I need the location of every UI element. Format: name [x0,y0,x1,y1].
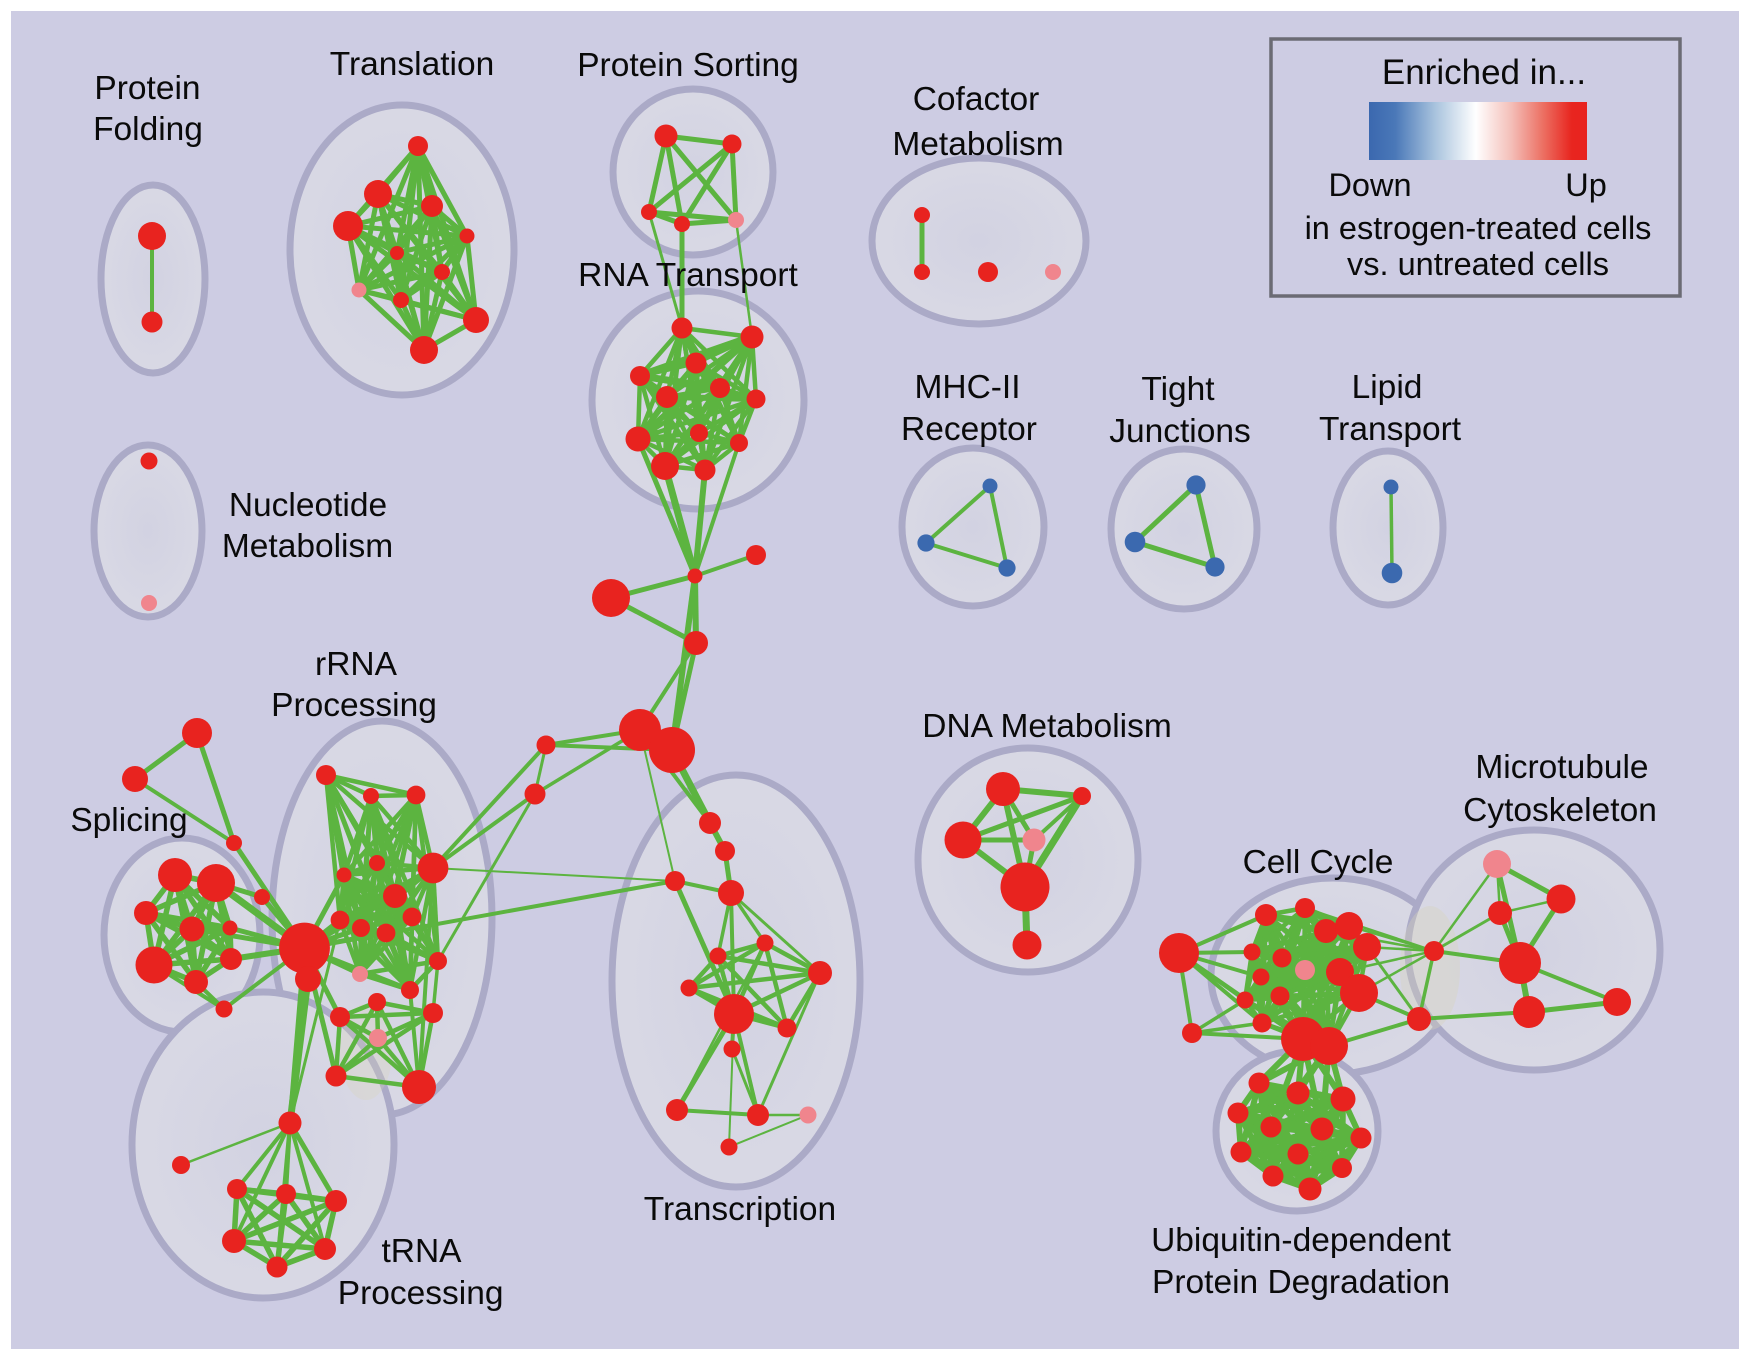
svg-text:Translation: Translation [330,46,494,83]
svg-text:Processing: Processing [338,1275,504,1312]
svg-text:Protein: Protein [94,70,200,107]
svg-text:Cell Cycle: Cell Cycle [1243,844,1394,881]
svg-text:Cytoskeleton: Cytoskeleton [1463,792,1657,829]
svg-text:Transcription: Transcription [644,1191,836,1228]
svg-text:Metabolism: Metabolism [222,528,393,565]
svg-text:Down: Down [1328,167,1411,203]
svg-text:Tight: Tight [1141,371,1215,408]
svg-text:rRNA: rRNA [315,646,398,683]
svg-text:Folding: Folding [93,111,203,148]
svg-text:DNA Metabolism: DNA Metabolism [922,708,1171,745]
svg-text:Ubiquitin-dependent: Ubiquitin-dependent [1151,1222,1452,1259]
svg-text:Nucleotide: Nucleotide [229,487,387,524]
svg-text:Cofactor: Cofactor [913,81,1040,118]
svg-text:Metabolism: Metabolism [892,126,1063,163]
svg-text:Protein Sorting: Protein Sorting [577,47,799,84]
svg-text:Enriched in...: Enriched in... [1382,53,1586,92]
svg-text:MHC-II: MHC-II [914,369,1020,406]
svg-text:Receptor: Receptor [901,411,1037,448]
svg-text:tRNA: tRNA [381,1233,462,1270]
svg-text:Processing: Processing [271,687,437,724]
svg-text:in estrogen-treated cells: in estrogen-treated cells [1305,210,1652,246]
svg-text:RNA Transport: RNA Transport [578,257,798,294]
svg-text:Junctions: Junctions [1109,413,1251,450]
svg-text:Lipid: Lipid [1352,369,1423,406]
svg-text:Protein Degradation: Protein Degradation [1152,1264,1450,1301]
svg-text:Up: Up [1565,167,1607,203]
svg-text:vs. untreated cells: vs. untreated cells [1347,246,1609,282]
svg-text:Microtubule: Microtubule [1475,749,1648,786]
svg-text:Splicing: Splicing [70,802,187,839]
svg-text:Transport: Transport [1319,411,1462,448]
